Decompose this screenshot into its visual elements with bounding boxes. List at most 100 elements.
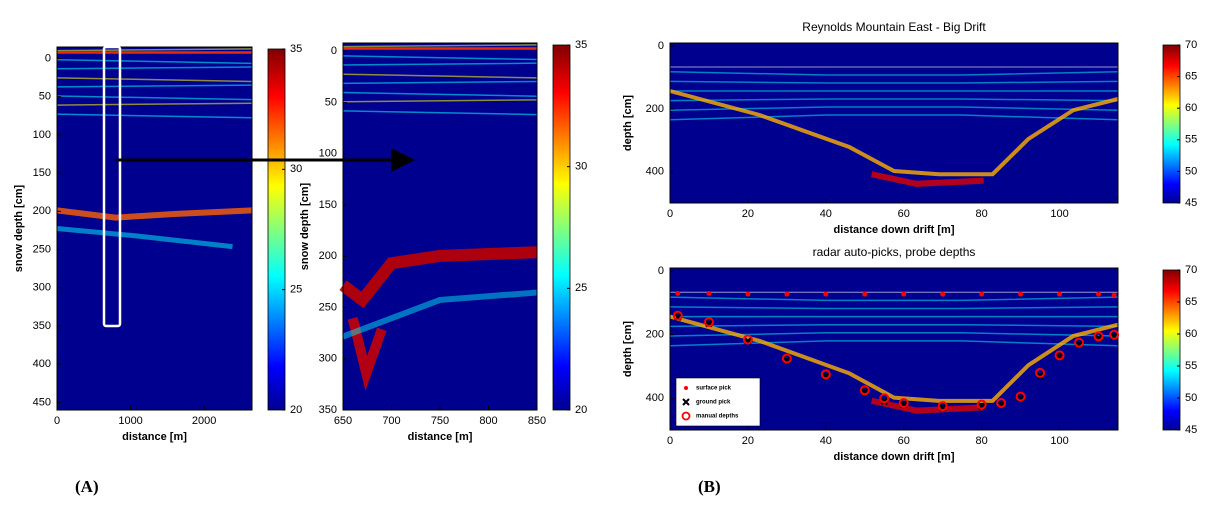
y-tick-label: 0 bbox=[45, 52, 51, 64]
y-axis-label: snow depth [cm] bbox=[13, 184, 25, 272]
y-tick-label: 100 bbox=[319, 148, 337, 160]
colorbar-tick-label: 50 bbox=[1185, 392, 1197, 404]
colorbar-tick-label: 25 bbox=[290, 284, 302, 296]
point bbox=[672, 310, 683, 321]
x-tick-label: 750 bbox=[431, 415, 449, 427]
colorbar bbox=[267, 48, 286, 411]
panel-label: (B) bbox=[698, 477, 721, 496]
x-axis-label: distance down drift [m] bbox=[834, 451, 955, 463]
x-tick-label: 80 bbox=[976, 435, 988, 447]
x-tick-label: 2000 bbox=[192, 415, 216, 427]
point bbox=[784, 291, 790, 297]
radargram-texture bbox=[56, 58, 253, 65]
radargram-texture bbox=[669, 332, 1119, 337]
y-axis-label: snow depth [cm] bbox=[299, 182, 311, 270]
radargram-texture bbox=[347, 317, 387, 391]
radargram-texture bbox=[669, 89, 1119, 177]
colorbar bbox=[1162, 44, 1181, 204]
y-tick-label: 250 bbox=[319, 301, 337, 313]
panel-label: (A) bbox=[75, 477, 99, 496]
point bbox=[742, 334, 753, 345]
chart-title: radar auto-picks, probe depths bbox=[813, 245, 976, 259]
x-tick-label: 100 bbox=[1050, 208, 1068, 220]
radargram-texture bbox=[56, 77, 253, 83]
y-tick-label: 350 bbox=[33, 320, 51, 332]
colorbar-tick-label: 30 bbox=[290, 163, 302, 175]
radargram-texture bbox=[669, 323, 1119, 328]
y-tick-label: 250 bbox=[33, 243, 51, 255]
x-tick-label: 20 bbox=[742, 208, 754, 220]
radargram-texture bbox=[669, 114, 1119, 121]
point bbox=[1054, 350, 1065, 361]
y-tick-label: 50 bbox=[325, 96, 337, 108]
plot-frame bbox=[56, 46, 253, 411]
colorbar-tick-label: 35 bbox=[575, 39, 587, 51]
x-axis-label: distance [m] bbox=[122, 431, 187, 443]
radargram-texture bbox=[341, 289, 538, 340]
legend bbox=[675, 377, 761, 427]
colorbar bbox=[552, 44, 571, 411]
point bbox=[901, 291, 907, 297]
radargram-texture bbox=[669, 314, 1119, 403]
colorbar-tick-label: 60 bbox=[1185, 328, 1197, 340]
y-tick-label: 300 bbox=[319, 353, 337, 365]
radargram-texture bbox=[669, 80, 1119, 84]
colorbar-tick-label: 25 bbox=[575, 282, 587, 294]
colorbar-tick-label: 30 bbox=[575, 161, 587, 173]
y-tick-label: 400 bbox=[646, 392, 664, 404]
radargram-texture bbox=[669, 71, 1119, 76]
legend-label: manual depths bbox=[696, 414, 739, 420]
radargram-texture bbox=[56, 226, 233, 250]
y-tick-label: 200 bbox=[646, 103, 664, 115]
colorbar-tick-label: 45 bbox=[1185, 424, 1197, 436]
colorbar-tick-label: 20 bbox=[575, 404, 587, 416]
selection-box bbox=[102, 45, 122, 328]
legend-marker bbox=[684, 386, 688, 390]
colorbar-tick-label: 50 bbox=[1185, 165, 1197, 177]
point bbox=[1074, 337, 1085, 348]
radargram-texture bbox=[339, 246, 538, 309]
point bbox=[1015, 391, 1026, 402]
point bbox=[1111, 292, 1117, 298]
point bbox=[979, 291, 985, 297]
colorbar bbox=[1162, 269, 1181, 431]
y-tick-label: 350 bbox=[319, 404, 337, 416]
radargram-texture bbox=[669, 106, 1119, 111]
plot-frame bbox=[669, 267, 1119, 431]
radargram-texture bbox=[56, 113, 253, 119]
legend-marker bbox=[681, 411, 691, 421]
radargram-texture bbox=[342, 62, 538, 66]
radargram-texture bbox=[342, 99, 538, 103]
y-tick-label: 100 bbox=[33, 129, 51, 141]
x-tick-label: 20 bbox=[742, 435, 754, 447]
colorbar-tick-label: 65 bbox=[1185, 71, 1197, 83]
point bbox=[879, 393, 890, 404]
y-tick-label: 400 bbox=[646, 166, 664, 178]
y-axis-label: depth [cm] bbox=[622, 321, 634, 378]
chart-title: Reynolds Mountain East - Big Drift bbox=[802, 20, 986, 34]
x-tick-label: 40 bbox=[820, 435, 832, 447]
point bbox=[823, 291, 829, 297]
point bbox=[996, 398, 1007, 408]
x-tick-label: 0 bbox=[667, 435, 673, 447]
point bbox=[781, 353, 792, 364]
y-tick-label: 200 bbox=[33, 205, 51, 217]
legend-marker bbox=[682, 398, 690, 406]
point bbox=[1057, 291, 1063, 297]
x-tick-label: 60 bbox=[898, 208, 910, 220]
radargram-texture bbox=[342, 55, 538, 61]
radargram-texture bbox=[342, 73, 538, 79]
x-tick-label: 850 bbox=[528, 415, 546, 427]
y-tick-label: 0 bbox=[658, 265, 664, 277]
radargram-texture bbox=[669, 306, 1119, 310]
x-tick-label: 40 bbox=[820, 208, 832, 220]
colorbar-tick-label: 35 bbox=[290, 43, 302, 55]
radargram-texture bbox=[56, 84, 253, 88]
point bbox=[937, 401, 948, 412]
x-axis-label: distance [m] bbox=[408, 431, 473, 443]
y-tick-label: 50 bbox=[39, 91, 51, 103]
point bbox=[862, 291, 868, 297]
colorbar-tick-label: 45 bbox=[1185, 197, 1197, 209]
y-tick-label: 200 bbox=[646, 329, 664, 341]
radargram bbox=[57, 47, 252, 410]
